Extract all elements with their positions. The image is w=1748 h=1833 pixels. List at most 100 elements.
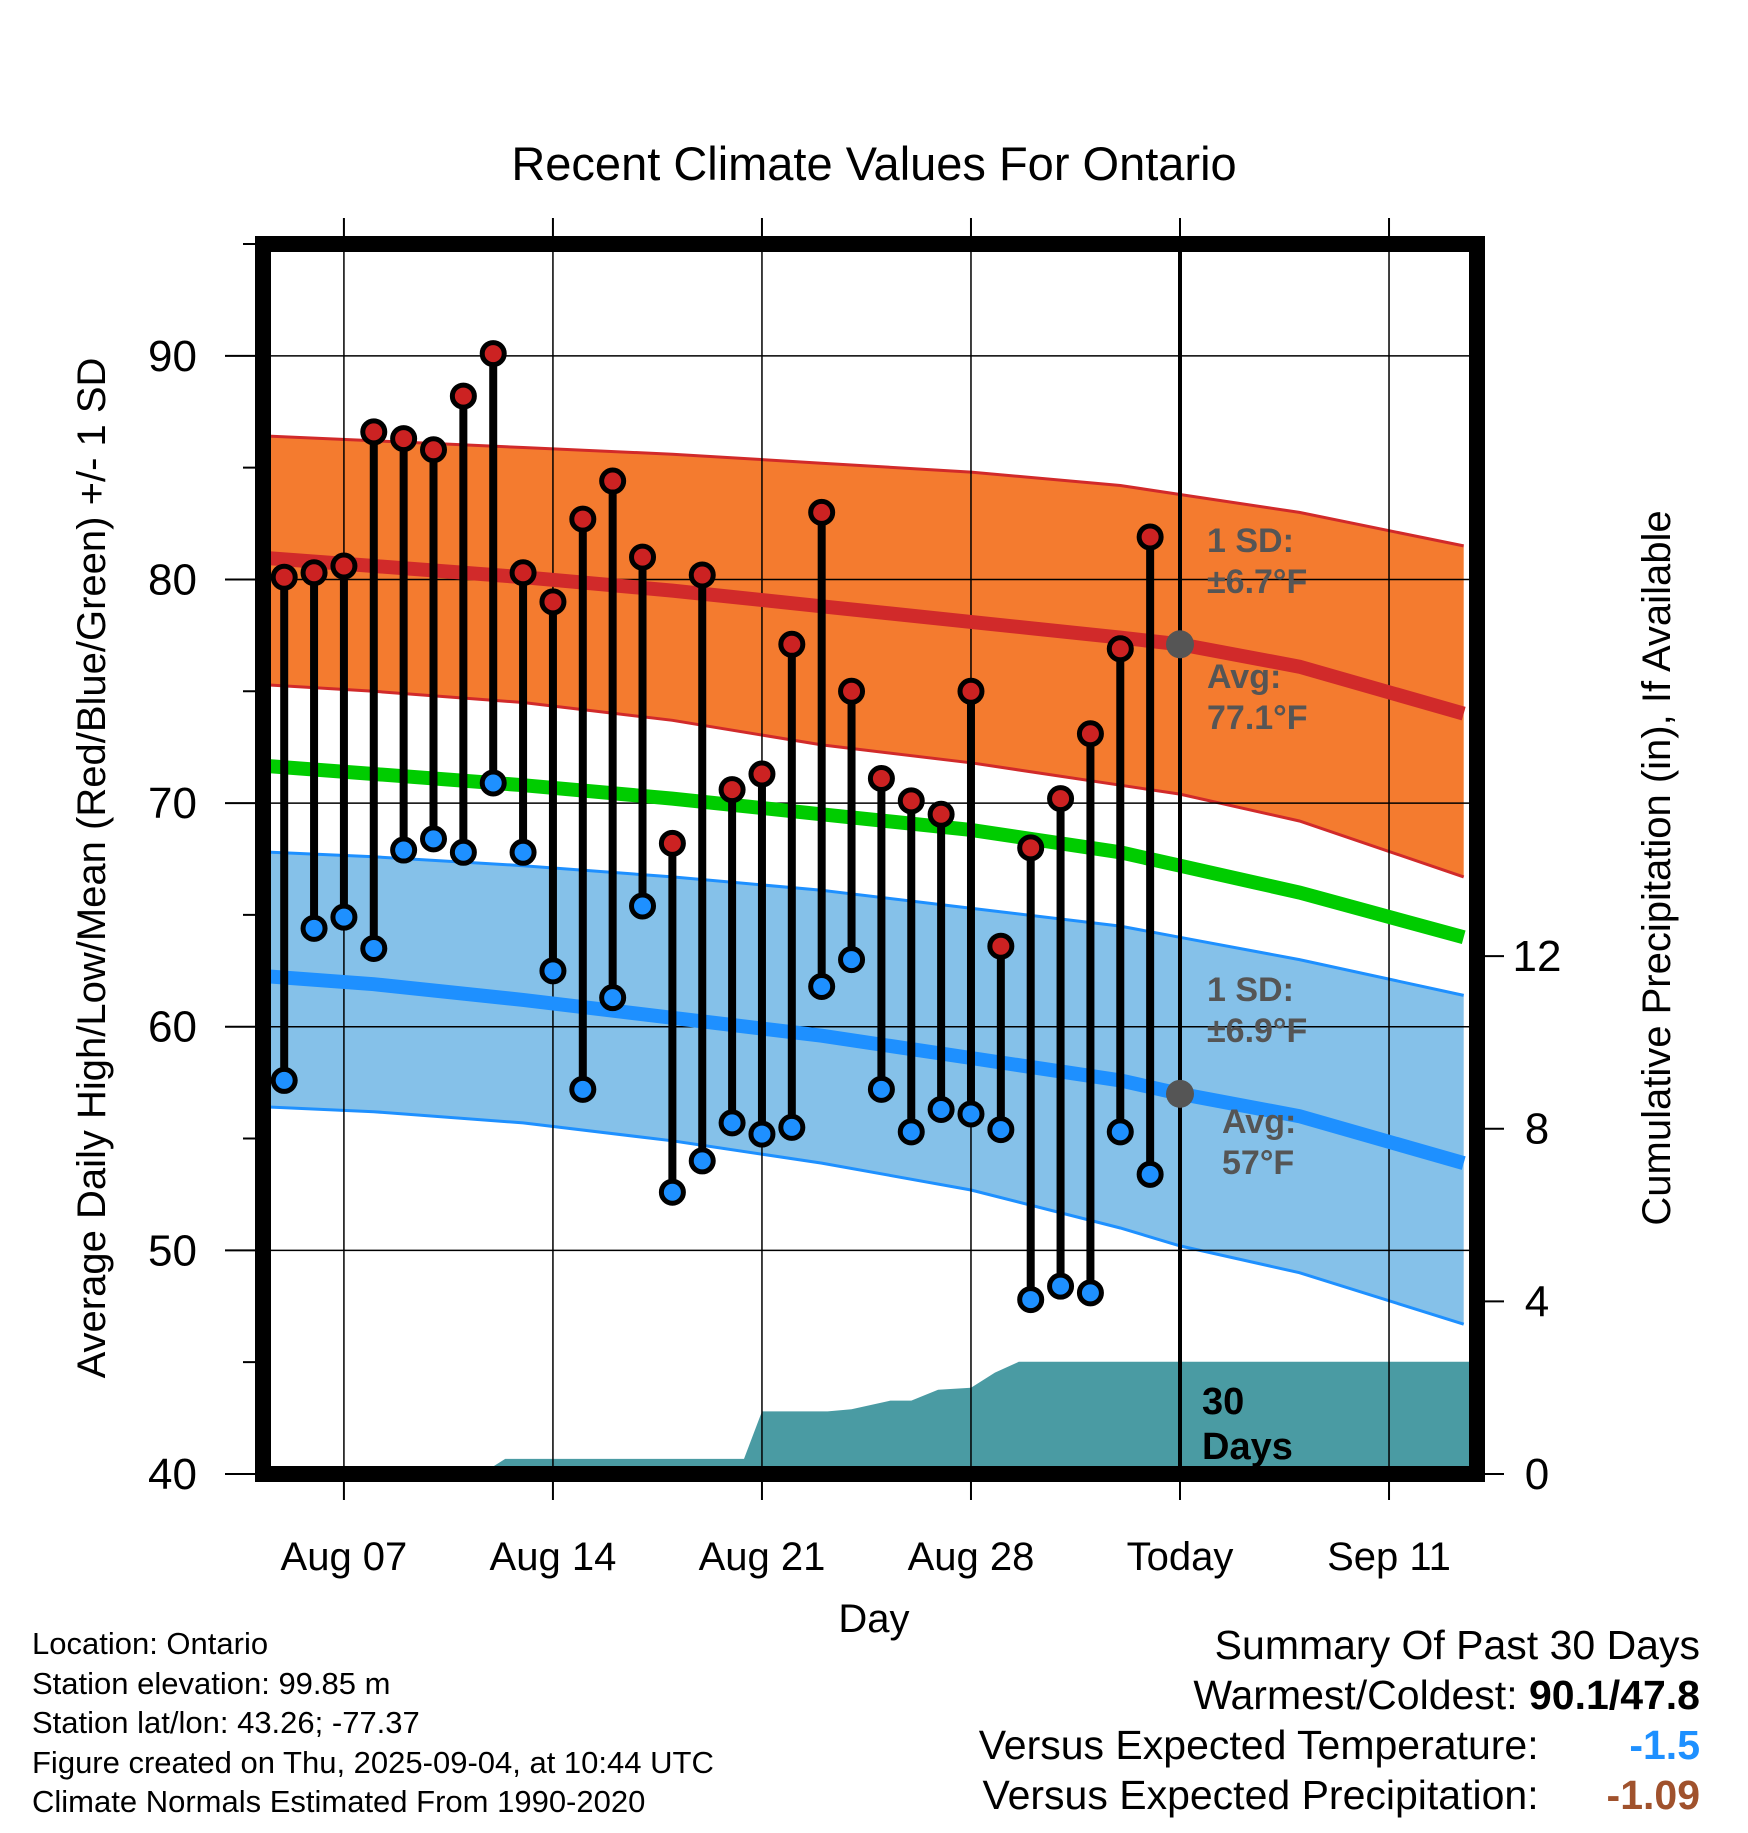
low-point (539, 957, 567, 985)
day-observation (927, 800, 955, 1123)
x-tick-label: Aug 28 (908, 1535, 1035, 1579)
y-tick-label: 40 (148, 1450, 197, 1499)
low-point (1047, 1272, 1075, 1300)
day-observation (390, 425, 418, 864)
high-point (987, 932, 1015, 960)
low-sd-annotation: 1 SD: ±6.9°F (1207, 971, 1307, 1050)
low-upper-edge (263, 850, 1465, 997)
high-point (539, 588, 567, 616)
day-observation (867, 764, 895, 1103)
low-point (330, 903, 358, 931)
high-point (449, 382, 477, 410)
high-point (360, 418, 388, 446)
high-point (420, 436, 447, 464)
low-sd-annotation-line: 1 SD: (1207, 971, 1294, 1009)
high-point (330, 552, 358, 580)
low-point (479, 769, 507, 797)
summary-panel: Summary Of Past 30 Days Warmest/Coldest:… (979, 1620, 1700, 1820)
low-sd-band (263, 851, 1464, 1325)
summary-temp-row: Versus Expected Temperature: -1.5 (979, 1720, 1700, 1770)
day-observation (599, 467, 627, 1012)
low-lower-edge (263, 1105, 1465, 1326)
high-point (838, 677, 866, 705)
plot-interior (263, 244, 1477, 1474)
today-low-marker (1166, 1079, 1194, 1108)
high-point (957, 677, 985, 705)
low-point (569, 1075, 597, 1103)
high-normal-line (263, 550, 1466, 721)
location-text: Location: Ontario (32, 1626, 269, 1661)
high-sd-annotation-line: ±6.7°F (1207, 563, 1307, 601)
warmest-value: 90.1/47.8 (1529, 1672, 1700, 1718)
high-avg-annotation-line: 77.1°F (1207, 699, 1308, 737)
high-point (688, 561, 716, 589)
y-axis-label: Average Daily High/Low/Mean (Red/Blue/Gr… (70, 358, 114, 1379)
chart-title: Recent Climate Values For Ontario (511, 137, 1236, 190)
low-point (748, 1120, 776, 1148)
day-observation (897, 787, 925, 1146)
day-observation (957, 677, 985, 1128)
high-point (390, 425, 418, 453)
low-point (1136, 1160, 1164, 1188)
high-point (748, 760, 776, 788)
high-point (300, 559, 328, 587)
low-point (838, 946, 866, 974)
high-point (778, 630, 806, 658)
high-sd-annotation: 1 SD: ±6.7°F (1207, 522, 1307, 601)
low-point (927, 1095, 955, 1123)
precip-label: Versus Expected Precipitation: (982, 1772, 1539, 1818)
day-observation (1076, 720, 1104, 1307)
y-tick-label: 80 (148, 555, 197, 604)
high-lower-edge (263, 683, 1465, 879)
x-tick-label: Today (1127, 1535, 1234, 1579)
station-info: Location: Ontario Station elevation: 99.… (32, 1624, 714, 1822)
y-tick-label: 50 (148, 1226, 197, 1275)
day-observation (987, 932, 1015, 1144)
day-observation (509, 559, 537, 866)
low-point (449, 838, 477, 866)
low-point (658, 1178, 686, 1206)
window-annotation: 30 Days (1202, 1381, 1293, 1468)
high-point (1017, 834, 1045, 862)
y-tick-label: 70 (148, 779, 197, 828)
high-point (569, 505, 597, 533)
window-annotation-line: 30 (1202, 1381, 1244, 1423)
low-point (1106, 1118, 1134, 1146)
low-point (1076, 1279, 1104, 1307)
x-tick-label: Sep 11 (1327, 1535, 1451, 1579)
low-sd-annotation-line: ±6.9°F (1207, 1012, 1307, 1050)
low-point (867, 1075, 895, 1103)
high-point (479, 340, 507, 368)
high-avg-annotation-line: Avg: (1207, 658, 1281, 696)
day-observation (1106, 635, 1134, 1146)
high-point (867, 764, 895, 792)
x-tick-label: Aug 14 (490, 1535, 617, 1579)
y2-tick-label: 4 (1525, 1277, 1549, 1326)
high-point (270, 563, 298, 591)
high-point (658, 829, 686, 857)
latlon-text: Station lat/lon: 43.26; -77.37 (32, 1705, 420, 1740)
created-text: Figure created on Thu, 2025-09-04, at 10… (32, 1744, 714, 1780)
day-observation (778, 630, 806, 1141)
low-point (300, 914, 328, 942)
day-observation (270, 563, 298, 1094)
y2-tick-label: 8 (1525, 1105, 1549, 1154)
day-observation (569, 505, 597, 1103)
low-point (1017, 1286, 1045, 1314)
y2-tick-label: 12 (1513, 932, 1562, 981)
day-observation (718, 776, 746, 1137)
low-point (808, 972, 836, 1000)
high-point (629, 543, 657, 571)
summary-precip-row: Versus Expected Precipitation: -1.09 (979, 1770, 1701, 1820)
high-point (1047, 785, 1075, 813)
temp-label: Versus Expected Temperature: (978, 1722, 1539, 1768)
mean-normal-line (263, 758, 1466, 945)
low-point (599, 984, 627, 1012)
day-observation (1017, 834, 1045, 1314)
day-observation (300, 559, 328, 942)
high-point (808, 498, 836, 526)
x-tick-label: Aug 07 (281, 1535, 408, 1579)
high-point (927, 800, 955, 828)
